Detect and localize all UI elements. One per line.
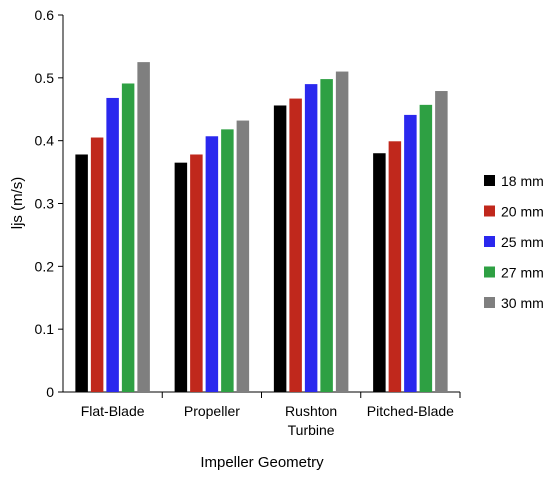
bar <box>435 91 448 393</box>
bar <box>236 120 250 392</box>
y-tick-label: 0.1 <box>35 321 55 337</box>
bar <box>137 62 150 392</box>
legend-swatch <box>484 266 495 278</box>
legend-swatch <box>484 175 495 186</box>
bar <box>90 137 104 392</box>
bar <box>373 153 386 392</box>
y-axis-label: ljs (m/s) <box>9 177 26 230</box>
x-tick-label: Turbine <box>288 422 335 438</box>
y-tick-label: 0.4 <box>35 133 55 149</box>
bar <box>273 105 287 392</box>
x-tick-label: Propeller <box>184 403 240 419</box>
x-axis-label: Impeller Geometry <box>200 454 324 471</box>
legend-swatch <box>484 205 495 217</box>
x-tick-label: Rushton <box>285 403 337 419</box>
bar <box>320 79 333 392</box>
legend-label: 30 mm <box>501 295 544 311</box>
x-tick-label: Pitched-Blade <box>367 403 454 419</box>
y-axis-ticks: 0 0.1 0.2 0.3 0.4 0.5 0.6 <box>35 7 63 400</box>
legend-label: 27 mm <box>501 265 544 281</box>
bar <box>335 71 349 393</box>
legend-label: 18 mm <box>501 173 544 189</box>
bar <box>205 136 219 392</box>
bar <box>106 97 119 392</box>
bar <box>121 83 135 392</box>
bar <box>404 114 417 392</box>
legend-swatch <box>484 236 495 247</box>
y-tick-label: 0.5 <box>35 70 55 86</box>
y-tick-label: 0 <box>46 384 54 400</box>
x-axis-ticks: Flat-Blade Propeller Rushton Turbine Pitched… <box>81 392 461 438</box>
legend: 18 mm 20 mm 25 mm 27 mm 30 mm <box>484 173 544 311</box>
y-tick-label: 0.3 <box>35 196 55 212</box>
y-tick-label: 0.6 <box>35 7 55 23</box>
bars <box>75 62 448 393</box>
bar <box>75 154 88 392</box>
bar <box>289 98 302 393</box>
bar <box>388 141 402 392</box>
bar <box>174 162 188 392</box>
x-tick-label: Flat-Blade <box>81 403 145 419</box>
bar <box>190 154 203 392</box>
bar <box>304 84 318 392</box>
legend-swatch <box>484 297 495 308</box>
bar <box>221 129 234 392</box>
legend-label: 25 mm <box>501 234 544 250</box>
y-tick-label: 0.2 <box>35 258 55 274</box>
legend-label: 20 mm <box>501 204 544 220</box>
bar <box>419 104 433 392</box>
